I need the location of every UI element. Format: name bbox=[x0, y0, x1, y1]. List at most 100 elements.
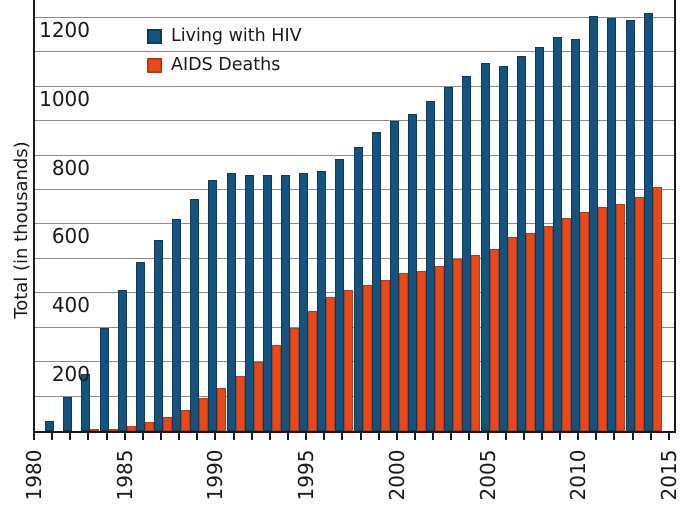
bar-aids-deaths-1989 bbox=[199, 398, 209, 431]
bar-aids-deaths-2002 bbox=[435, 266, 445, 431]
x-tick-1996 bbox=[323, 433, 326, 440]
bar-aids-deaths-1983 bbox=[90, 429, 100, 431]
bar-living-with-hiv-1996 bbox=[317, 171, 327, 431]
bar-aids-deaths-1993 bbox=[271, 345, 281, 431]
bar-living-with-hiv-2003 bbox=[444, 87, 454, 431]
x-tick-2001 bbox=[413, 433, 416, 440]
bar-aids-deaths-2011 bbox=[598, 207, 608, 431]
x-tick-1994 bbox=[286, 433, 289, 440]
bar-aids-deaths-2010 bbox=[580, 212, 590, 431]
x-tick-1987 bbox=[159, 433, 162, 440]
bar-aids-deaths-2003 bbox=[453, 259, 463, 431]
bar-living-with-hiv-2012 bbox=[607, 18, 617, 431]
x-tick-label-2000: 2000 bbox=[384, 449, 409, 501]
x-tick-2014 bbox=[649, 433, 652, 440]
bar-aids-deaths-1986 bbox=[144, 422, 154, 431]
legend-item-aids-deaths: AIDS Deaths bbox=[147, 55, 302, 76]
plot-area: 200 400 600 800 1000 1200 Living with HIV AID… bbox=[33, 0, 676, 433]
y-tick-label-200: 200 bbox=[51, 362, 90, 387]
bar-living-with-hiv-1988 bbox=[172, 219, 182, 431]
bar-aids-deaths-2005 bbox=[489, 249, 499, 431]
bar-aids-deaths-2009 bbox=[562, 218, 572, 431]
x-tick-2003 bbox=[450, 433, 453, 440]
x-tick-2000 bbox=[395, 433, 398, 440]
x-tick-1986 bbox=[141, 433, 144, 440]
x-tick-2012 bbox=[613, 433, 616, 440]
bar-living-with-hiv-2001 bbox=[407, 114, 417, 431]
bar-living-with-hiv-1986 bbox=[135, 262, 145, 431]
bar-living-with-hiv-1990 bbox=[208, 180, 218, 431]
x-tick-1997 bbox=[341, 433, 344, 440]
x-tick-2009 bbox=[559, 433, 562, 440]
x-tick-1998 bbox=[359, 433, 362, 440]
legend-swatch-orange bbox=[147, 58, 162, 73]
x-tick-2005 bbox=[486, 433, 489, 440]
bar-living-with-hiv-1981 bbox=[45, 421, 55, 431]
x-tick-1999 bbox=[377, 433, 380, 440]
bar-aids-deaths-2000 bbox=[398, 273, 408, 431]
bar-aids-deaths-2012 bbox=[616, 204, 626, 431]
bar-aids-deaths-1985 bbox=[126, 426, 136, 431]
y-tick-label-400: 400 bbox=[51, 293, 90, 318]
bar-living-with-hiv-2010 bbox=[571, 39, 581, 431]
x-tick-1992 bbox=[250, 433, 253, 440]
x-tick-1993 bbox=[268, 433, 271, 440]
bar-aids-deaths-2007 bbox=[525, 233, 535, 431]
gridline-1000 bbox=[35, 85, 674, 87]
bar-living-with-hiv-1994 bbox=[280, 175, 290, 431]
x-tick-1981 bbox=[51, 433, 54, 440]
gridline-900 bbox=[35, 120, 674, 122]
x-tick-1983 bbox=[87, 433, 90, 440]
legend-swatch-blue bbox=[147, 29, 162, 44]
legend-label-aids-deaths: AIDS Deaths bbox=[171, 55, 281, 75]
y-tick-label-800: 800 bbox=[51, 155, 90, 180]
x-tick-2010 bbox=[577, 433, 580, 440]
bar-aids-deaths-1995 bbox=[308, 311, 318, 431]
bar-aids-deaths-1996 bbox=[326, 297, 336, 431]
bar-aids-deaths-1999 bbox=[380, 280, 390, 431]
x-tick-label-1985: 1985 bbox=[112, 449, 137, 501]
bar-living-with-hiv-1992 bbox=[244, 175, 254, 431]
bar-living-with-hiv-2008 bbox=[534, 47, 544, 431]
bar-living-with-hiv-2007 bbox=[516, 56, 526, 431]
bar-aids-deaths-1988 bbox=[181, 410, 191, 431]
bar-living-with-hiv-1997 bbox=[335, 159, 345, 431]
bar-living-with-hiv-1999 bbox=[371, 132, 381, 431]
x-tick-2006 bbox=[504, 433, 507, 440]
y-tick-label-1200: 1200 bbox=[39, 17, 90, 42]
bar-aids-deaths-2013 bbox=[634, 197, 644, 431]
bar-aids-deaths-2006 bbox=[507, 237, 517, 431]
x-tick-2002 bbox=[432, 433, 435, 440]
bar-aids-deaths-2004 bbox=[471, 255, 481, 431]
x-tick-2007 bbox=[522, 433, 525, 440]
x-tick-1988 bbox=[178, 433, 181, 440]
bar-living-with-hiv-1987 bbox=[153, 240, 163, 431]
x-tick-label-2010: 2010 bbox=[566, 449, 591, 501]
y-axis-title: Total (in thousands) bbox=[11, 141, 32, 319]
x-tick-1989 bbox=[196, 433, 199, 440]
x-tick-2015 bbox=[667, 433, 670, 440]
x-tick-1991 bbox=[232, 433, 235, 440]
bar-living-with-hiv-2000 bbox=[389, 121, 399, 431]
bar-aids-deaths-1984 bbox=[108, 429, 118, 431]
bar-aids-deaths-2008 bbox=[543, 226, 553, 431]
bar-aids-deaths-2014 bbox=[652, 187, 662, 431]
x-tick-2008 bbox=[540, 433, 543, 440]
x-tick-label-1990: 1990 bbox=[203, 449, 228, 501]
x-tick-2011 bbox=[595, 433, 598, 440]
legend-label-living-with-hiv: Living with HIV bbox=[171, 26, 302, 46]
bar-aids-deaths-1998 bbox=[362, 285, 372, 431]
bar-living-with-hiv-1983 bbox=[81, 374, 91, 431]
bar-aids-deaths-1992 bbox=[253, 362, 263, 431]
bar-living-with-hiv-1995 bbox=[299, 173, 309, 431]
bar-aids-deaths-1990 bbox=[217, 388, 227, 431]
legend-item-living-with-hiv: Living with HIV bbox=[147, 26, 302, 47]
x-tick-1985 bbox=[123, 433, 126, 440]
bar-living-with-hiv-1984 bbox=[99, 328, 109, 431]
x-tick-2004 bbox=[468, 433, 471, 440]
bar-living-with-hiv-2005 bbox=[480, 63, 490, 431]
bar-aids-deaths-2001 bbox=[416, 271, 426, 431]
bar-living-with-hiv-2009 bbox=[553, 37, 563, 431]
bar-living-with-hiv-1982 bbox=[63, 397, 73, 431]
bar-living-with-hiv-2013 bbox=[625, 20, 635, 431]
